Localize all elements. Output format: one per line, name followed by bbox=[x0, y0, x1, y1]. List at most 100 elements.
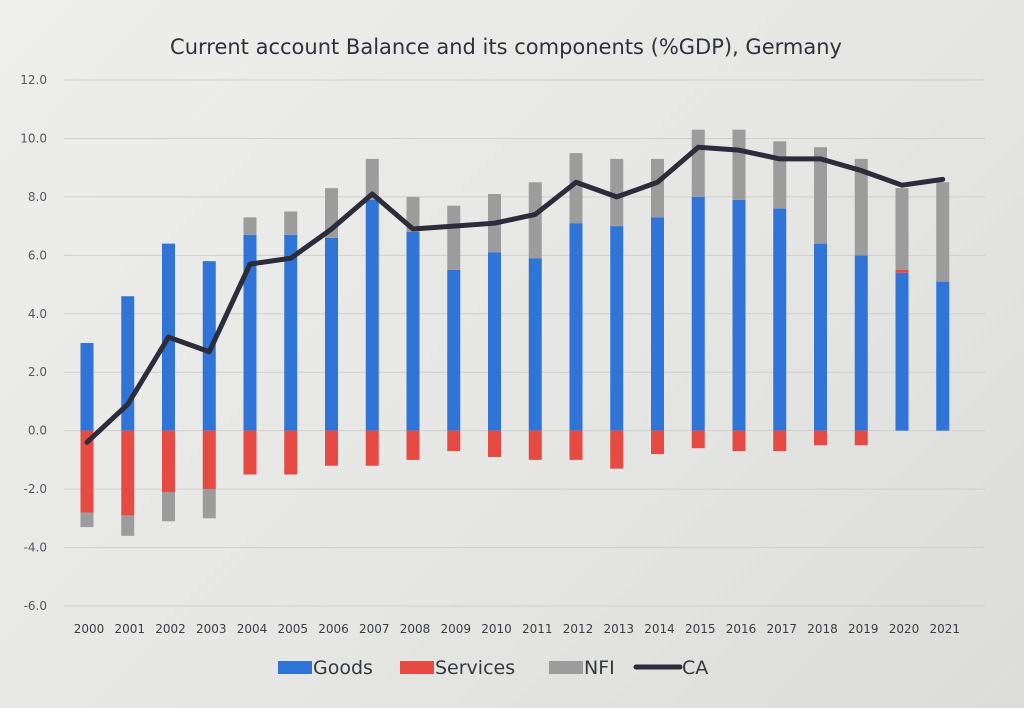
bar-nfi-2011 bbox=[528, 182, 542, 259]
x-tick-label: 2002 bbox=[155, 622, 186, 636]
bar-goods-2000 bbox=[80, 343, 94, 431]
y-tick-label: 0.0 bbox=[28, 424, 47, 438]
bar-services-2010 bbox=[488, 430, 501, 457]
x-axis-ticks: 2000 2001 2002 2003 2004 2005 2006 2007 2008 2009… bbox=[74, 622, 960, 636]
bar-goods-2009 bbox=[447, 269, 461, 431]
bar-services-2014 bbox=[651, 430, 664, 455]
x-tick-label: 2003 bbox=[196, 622, 227, 636]
bar-goods-2018 bbox=[814, 243, 827, 431]
x-tick-label: 2009 bbox=[440, 622, 471, 636]
x-tick-label: 2005 bbox=[277, 622, 308, 636]
y-tick-label: -6.0 bbox=[24, 599, 47, 613]
x-tick-label: 2017 bbox=[766, 622, 797, 636]
y-axis-ticks: 12.0 10.0 8.0 6.0 4.0 2.0 0.0 -2.0 -4.0 -6.0 bbox=[20, 73, 47, 613]
bar-nfi-2014 bbox=[651, 158, 664, 218]
bar-goods-2014 bbox=[651, 217, 664, 431]
bar-goods-2017 bbox=[773, 208, 787, 431]
bar-goods-2008 bbox=[406, 231, 420, 431]
bar-nfi-2018 bbox=[814, 147, 827, 244]
y-tick-label: -2.0 bbox=[24, 482, 47, 496]
bar-goods-2010 bbox=[488, 252, 501, 431]
x-tick-label: 2013 bbox=[603, 622, 634, 636]
gridlines bbox=[64, 79, 985, 607]
bar-goods-2020 bbox=[895, 272, 909, 431]
bar-nfi-2007 bbox=[365, 158, 379, 200]
bar-services-2018 bbox=[814, 430, 827, 446]
x-tick-label: 2012 bbox=[563, 622, 594, 636]
y-tick-label: 4.0 bbox=[28, 307, 47, 321]
bar-nfi-2004 bbox=[243, 217, 257, 235]
x-tick-label: 2000 bbox=[74, 622, 105, 636]
bars bbox=[80, 129, 950, 536]
bar-nfi-2021 bbox=[936, 182, 950, 282]
bar-goods-2012 bbox=[569, 223, 583, 431]
legend-swatch-goods bbox=[278, 661, 312, 674]
bar-services-2009 bbox=[447, 430, 461, 452]
bar-nfi-2000 bbox=[80, 512, 94, 528]
x-tick-label: 2010 bbox=[481, 622, 512, 636]
x-tick-label: 2001 bbox=[114, 622, 145, 636]
bar-goods-2016 bbox=[732, 199, 746, 431]
ca-line-layer bbox=[84, 144, 946, 445]
bar-services-2019 bbox=[854, 430, 868, 446]
y-tick-label: 8.0 bbox=[28, 190, 47, 204]
legend-swatch-services bbox=[400, 661, 434, 674]
bar-nfi-2013 bbox=[610, 158, 624, 227]
x-tick-label: 2011 bbox=[522, 622, 553, 636]
bar-services-2000 bbox=[80, 430, 94, 513]
bar-nfi-2012 bbox=[569, 153, 583, 224]
y-tick-label: 6.0 bbox=[28, 248, 47, 262]
bar-services-2016 bbox=[732, 430, 746, 452]
bar-services-2012 bbox=[569, 430, 583, 460]
bar-goods-2021 bbox=[936, 281, 950, 431]
legend-label-services: Services bbox=[435, 657, 515, 679]
bar-services-2020 bbox=[895, 269, 909, 273]
bar-goods-2015 bbox=[691, 196, 705, 431]
bar-nfi-2003 bbox=[202, 489, 216, 519]
bar-services-2011 bbox=[528, 430, 542, 460]
bar-services-2001 bbox=[121, 430, 135, 516]
x-tick-label: 2018 bbox=[807, 622, 838, 636]
x-tick-label: 2006 bbox=[318, 622, 349, 636]
bar-nfi-2015 bbox=[691, 129, 705, 197]
bar-nfi-2017 bbox=[773, 141, 787, 209]
y-tick-label: 10.0 bbox=[20, 131, 47, 145]
y-tick-label: -4.0 bbox=[24, 541, 47, 555]
bar-services-2006 bbox=[325, 430, 338, 466]
x-tick-label: 2019 bbox=[848, 622, 879, 636]
bar-services-2003 bbox=[202, 430, 216, 490]
bar-services-2007 bbox=[365, 430, 379, 466]
bar-goods-2005 bbox=[284, 234, 298, 431]
bar-services-2004 bbox=[243, 430, 257, 475]
bar-nfi-2001 bbox=[121, 515, 135, 536]
legend-label-goods: Goods bbox=[313, 657, 373, 679]
bar-goods-2004 bbox=[243, 234, 257, 431]
bar-nfi-2020 bbox=[895, 188, 909, 270]
bar-nfi-2016 bbox=[732, 129, 746, 200]
bar-goods-2007 bbox=[365, 199, 379, 431]
bar-services-2002 bbox=[162, 430, 175, 493]
x-tick-label: 2004 bbox=[237, 622, 268, 636]
y-tick-label: 2.0 bbox=[28, 365, 47, 379]
x-tick-label: 2016 bbox=[726, 622, 757, 636]
x-tick-label: 2020 bbox=[889, 622, 920, 636]
y-tick-label: 12.0 bbox=[20, 73, 47, 87]
legend-label-ca: CA bbox=[682, 657, 708, 679]
legend-label-nfi: NFI bbox=[584, 657, 615, 679]
bar-services-2013 bbox=[610, 430, 624, 469]
bar-nfi-2005 bbox=[284, 211, 298, 235]
bar-goods-2006 bbox=[325, 237, 338, 431]
bar-goods-2011 bbox=[528, 258, 542, 431]
bar-goods-2019 bbox=[854, 255, 868, 431]
x-tick-label: 2021 bbox=[929, 622, 960, 636]
bar-services-2017 bbox=[773, 430, 787, 452]
bar-nfi-2019 bbox=[854, 158, 868, 256]
x-tick-label: 2008 bbox=[400, 622, 431, 636]
ca-line bbox=[84, 144, 946, 445]
chart-title: Current account Balance and its componen… bbox=[170, 35, 842, 59]
x-tick-label: 2014 bbox=[644, 622, 675, 636]
bar-services-2015 bbox=[691, 430, 705, 449]
x-tick-label: 2015 bbox=[685, 622, 716, 636]
